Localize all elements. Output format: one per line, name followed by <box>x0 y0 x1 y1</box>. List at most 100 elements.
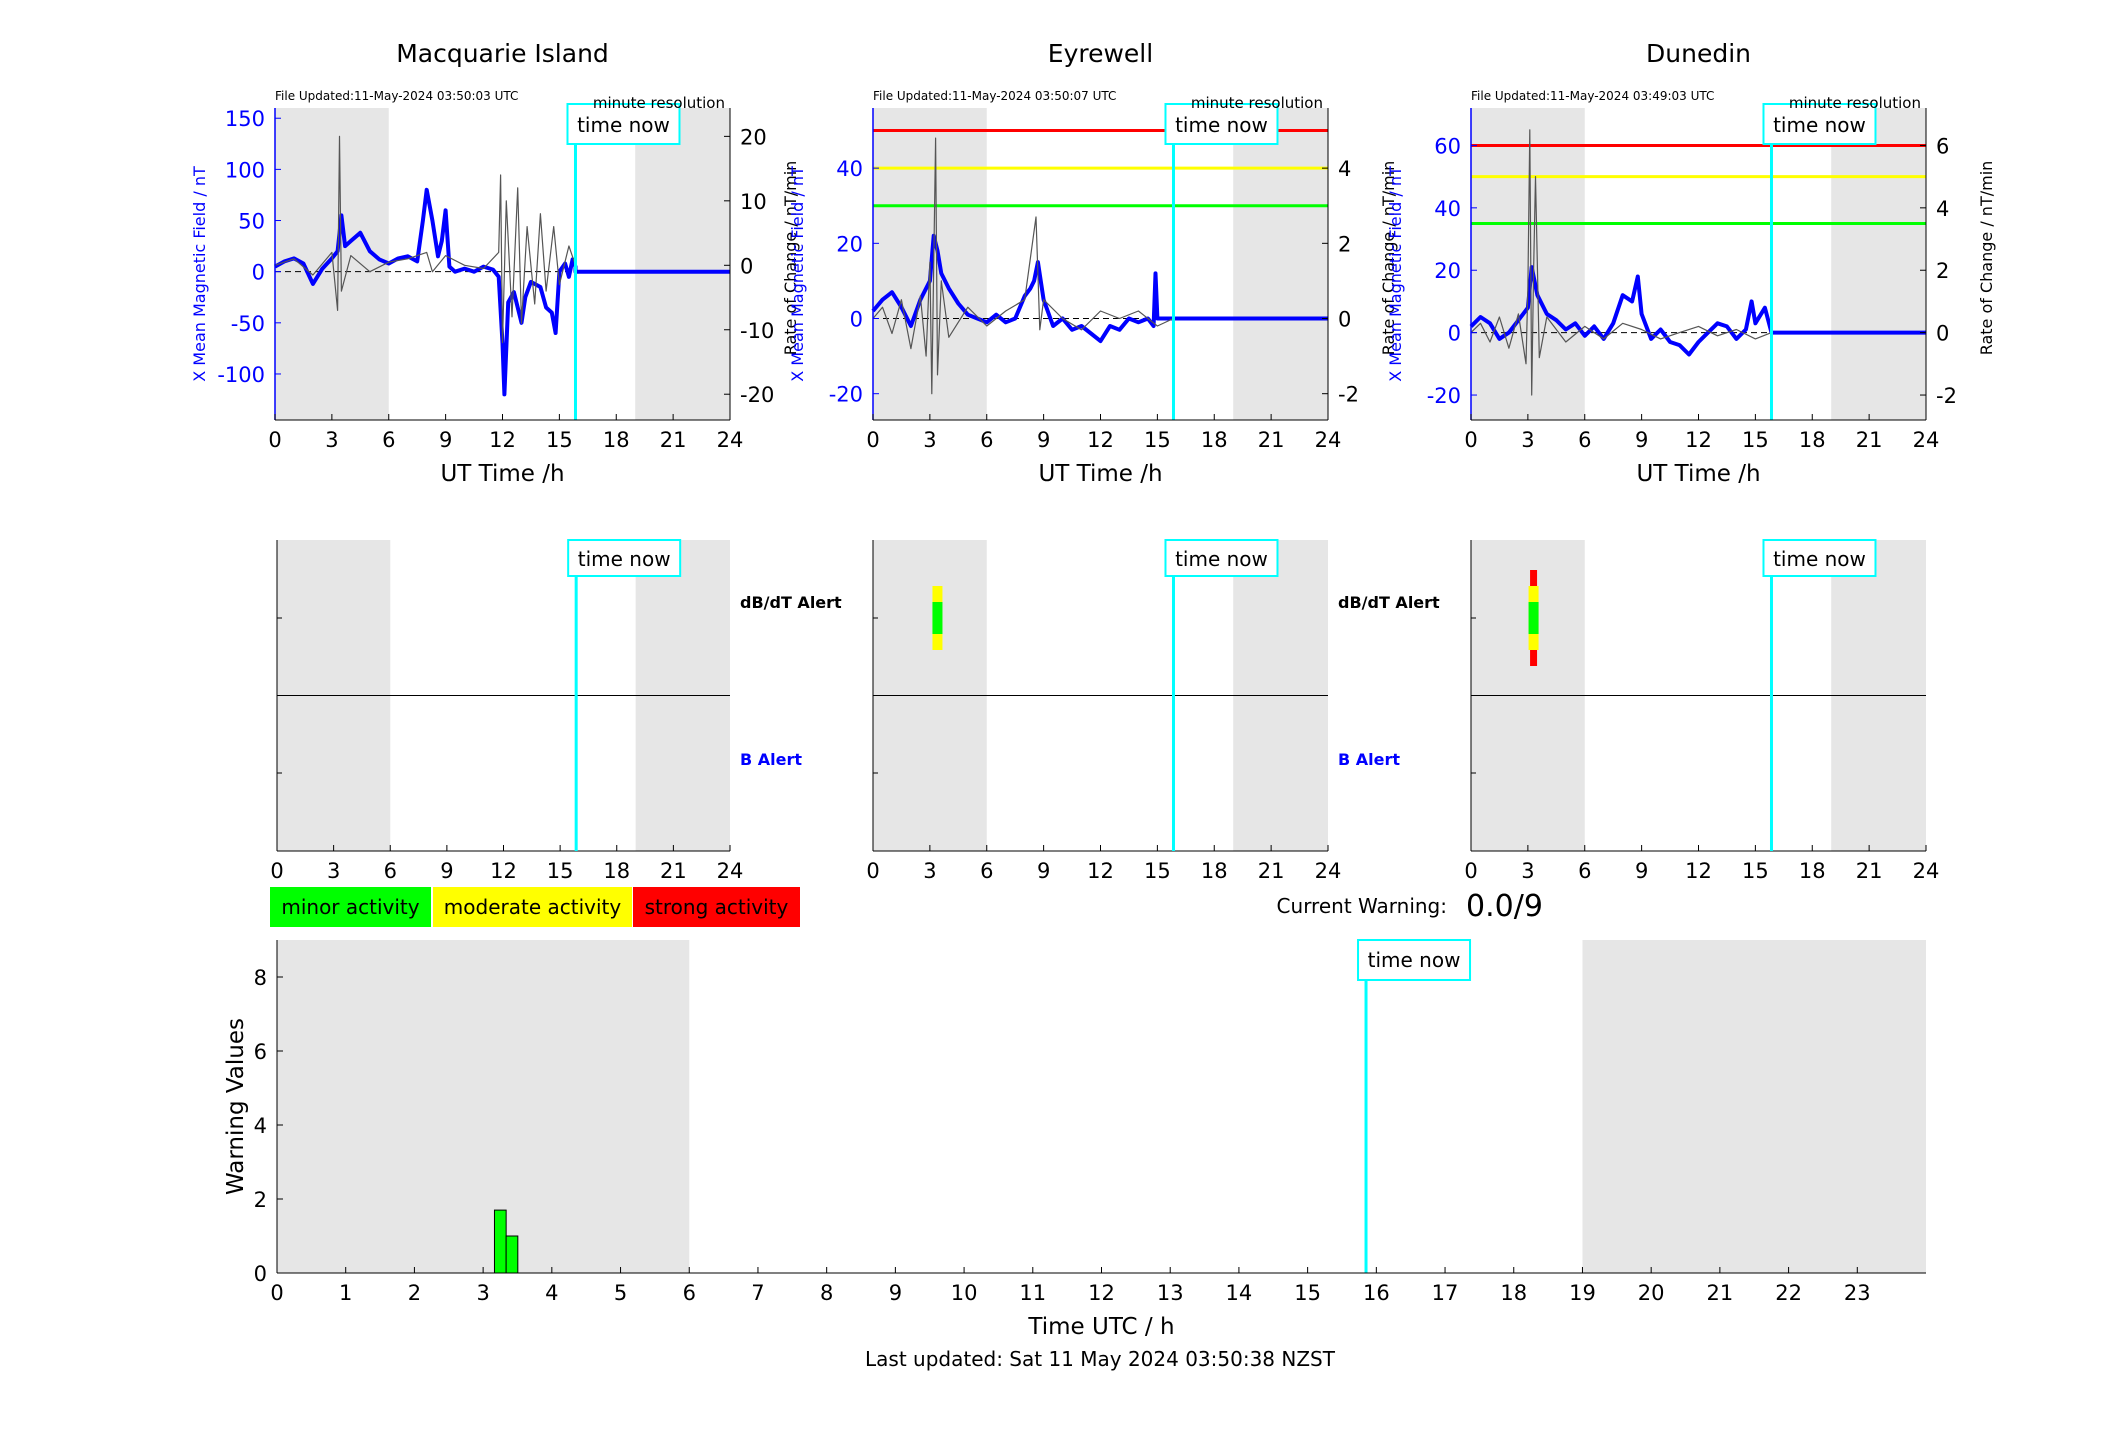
left-y-tick-label: -50 <box>231 312 265 336</box>
left-axis-label: X Mean Magnetic Field / nT <box>190 166 209 382</box>
x-tick-label: 9 <box>889 1281 902 1305</box>
x-tick-label: 0 <box>1464 428 1477 452</box>
warning-bar <box>505 1235 519 1274</box>
x-tick-label: 15 <box>546 428 573 452</box>
right-axis-label: Rate of Change / nT/min <box>781 161 800 356</box>
warning-bar <box>493 1209 507 1274</box>
night-shading <box>1582 940 1926 1273</box>
x-tick-label: 22 <box>1775 1281 1802 1305</box>
x-tick-label: 0 <box>866 859 879 883</box>
x-tick-label: 18 <box>1799 859 1826 883</box>
x-tick-label: 3 <box>476 1281 489 1305</box>
time-now-box <box>1357 939 1472 981</box>
left-y-tick-label: -20 <box>829 383 863 407</box>
right-y-tick-label: 2 <box>1338 232 1351 256</box>
mean-field-series <box>274 187 730 397</box>
resolution-text: minute resolution <box>593 94 725 112</box>
x-axis-label: UT Time /h <box>440 461 564 487</box>
x-tick-label: 12 <box>1685 428 1712 452</box>
left-y-tick-label: 40 <box>836 157 863 181</box>
alert-chart-0: time now 0 3 6 9 12 15 18 21 24 dB/dT Alert B Alert <box>270 539 842 883</box>
x-tick-label: 21 <box>660 859 687 883</box>
resolution-text: minute resolution <box>1789 94 1921 112</box>
x-tick-label: 0 <box>866 428 879 452</box>
y-tick-label: 0 <box>254 1262 267 1286</box>
alert-chart-1: time now 0 3 6 9 12 15 18 21 24 dB/dT Alert B Alert <box>866 539 1440 883</box>
x-tick-label: 21 <box>1258 428 1285 452</box>
x-tick-label: 9 <box>439 428 452 452</box>
x-tick-label: 6 <box>1578 859 1591 883</box>
x-tick-label: 12 <box>1088 1281 1115 1305</box>
x-tick-label: 12 <box>1087 859 1114 883</box>
right-axis-label: Rate of Change / nT/min <box>1379 161 1398 356</box>
alert-bar-minor <box>1528 602 1539 634</box>
x-tick-label: 4 <box>545 1281 558 1305</box>
resolution-text: minute resolution <box>1191 94 1323 112</box>
right-y-tick-label: 10 <box>740 190 767 214</box>
x-tick-label: 0 <box>270 1281 283 1305</box>
rate-of-change-series <box>1470 129 1772 396</box>
night-shading <box>1831 108 1926 420</box>
x-tick-label: 6 <box>980 859 993 883</box>
x-tick-label: 19 <box>1569 1281 1596 1305</box>
x-tick-label: 5 <box>614 1281 627 1305</box>
dbdt-alert-label: dB/dT Alert <box>1338 593 1440 612</box>
file-updated-text: File Updated:11-May-2024 03:49:03 UTC <box>1471 89 1714 103</box>
x-tick-label: 15 <box>547 859 574 883</box>
file-updated-text: File Updated:11-May-2024 03:50:03 UTC <box>275 89 518 103</box>
x-tick-label: 3 <box>1521 859 1534 883</box>
night-shading <box>275 108 389 420</box>
y-tick-label: 6 <box>254 1040 267 1064</box>
b-alert-label: B Alert <box>740 750 802 769</box>
x-tick-label: 6 <box>382 428 395 452</box>
time-now-label: time now <box>578 547 671 571</box>
x-tick-label: 18 <box>603 428 630 452</box>
x-tick-label: 12 <box>489 428 516 452</box>
time-now-label: time now <box>1368 948 1461 972</box>
current-warning-value: 0.0/9 <box>1466 889 1543 924</box>
x-tick-label: 16 <box>1363 1281 1390 1305</box>
left-axis-label: X Mean Magnetic Field / nT <box>1386 166 1405 382</box>
chart-title: Macquarie Island <box>396 39 609 68</box>
x-tick-label: 9 <box>440 859 453 883</box>
x-tick-label: 15 <box>1294 1281 1321 1305</box>
x-tick-label: 6 <box>980 428 993 452</box>
x-tick-label: 23 <box>1844 1281 1871 1305</box>
x-tick-label: 24 <box>1913 859 1940 883</box>
x-tick-label: 0 <box>1464 859 1477 883</box>
left-y-tick-label: 20 <box>836 232 863 256</box>
x-tick-label: 18 <box>603 859 630 883</box>
right-y-tick-label: -2 <box>1936 384 1957 408</box>
x-tick-label: 24 <box>1315 859 1342 883</box>
x-tick-label: 24 <box>717 428 744 452</box>
x-tick-label: 3 <box>923 428 936 452</box>
legend-swatch-minor <box>270 887 431 927</box>
x-tick-label: 3 <box>325 428 338 452</box>
right-y-tick-label: -20 <box>740 383 774 407</box>
time-now-box <box>567 539 682 577</box>
right-y-tick-label: 4 <box>1338 157 1351 181</box>
x-tick-label: 2 <box>408 1281 421 1305</box>
time-now-label: time now <box>1175 113 1268 137</box>
night-shading <box>635 108 730 420</box>
x-tick-label: 10 <box>951 1281 978 1305</box>
left-y-tick-label: 40 <box>1434 197 1461 221</box>
time-now-box <box>1762 539 1877 577</box>
x-tick-label: 21 <box>660 428 687 452</box>
left-y-tick-label: 0 <box>252 261 265 285</box>
y-axis-label: Warning Values <box>223 1018 249 1195</box>
activity-legend: minor activity moderate activity strong ac… <box>270 887 800 927</box>
left-y-tick-label: 50 <box>238 210 265 234</box>
x-tick-label: 6 <box>683 1281 696 1305</box>
time-now-box <box>566 103 681 145</box>
x-tick-label: 0 <box>268 428 281 452</box>
night-shading <box>1233 108 1328 420</box>
right-y-tick-label: 4 <box>1936 197 1949 221</box>
left-y-tick-label: 150 <box>225 107 265 131</box>
current-warning-label: Current Warning: <box>1277 894 1447 918</box>
rate-of-change-series <box>872 137 1174 395</box>
x-tick-label: 21 <box>1856 859 1883 883</box>
